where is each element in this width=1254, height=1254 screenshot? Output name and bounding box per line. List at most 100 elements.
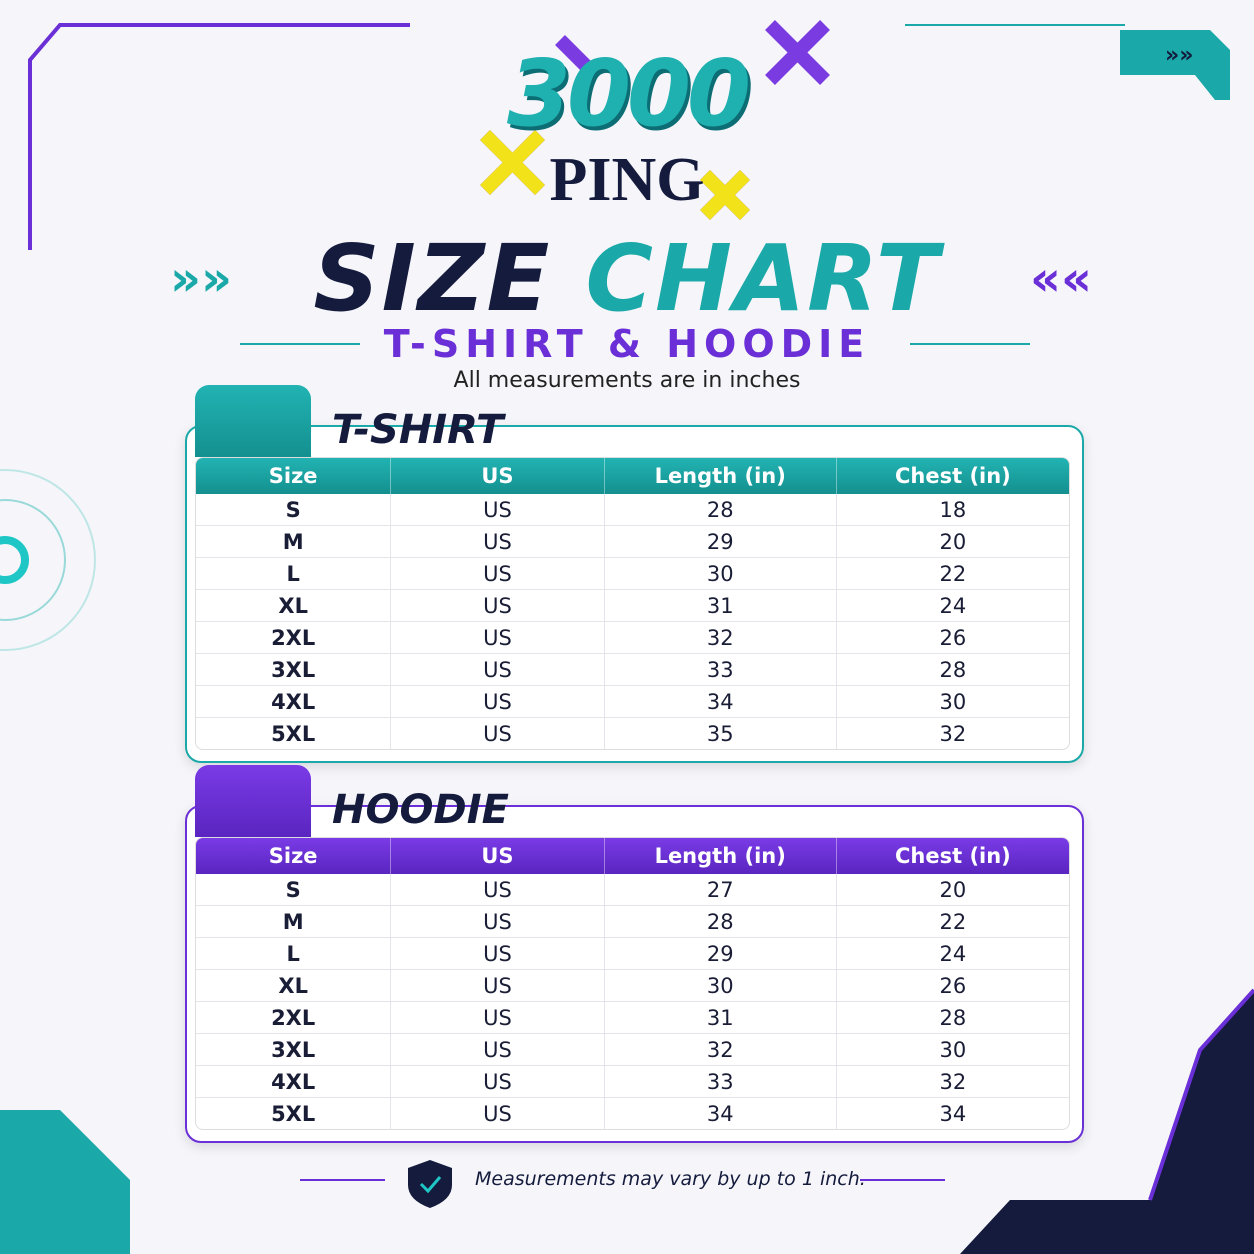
table-cell: 29: [605, 526, 837, 557]
table-cell: US: [391, 938, 605, 969]
table-row: 5XL US 34 34: [196, 1098, 1069, 1129]
table-cell: L: [196, 938, 392, 969]
table-cell: 32: [605, 1034, 837, 1065]
table-cell: US: [391, 1002, 605, 1033]
title-part: SIZE: [313, 225, 552, 332]
logo-word: PING: [549, 146, 705, 214]
svg-text:»»: »»: [170, 251, 232, 307]
tab-icon: [195, 385, 311, 457]
table-cell: 20: [939, 877, 967, 902]
table-cell: XL: [196, 970, 392, 1001]
table: Size US Length (in) Chest (in) S US 28 18 M US 29 2…: [195, 457, 1070, 750]
footer-note: Measurements may vary by up to 1 inch.: [475, 1168, 866, 1190]
column-header: Size: [196, 838, 392, 874]
table-cell: S: [196, 874, 392, 905]
table-cell: 22: [939, 561, 967, 586]
note: All measurements are in inches: [453, 368, 801, 393]
table-cell: 31: [605, 590, 837, 621]
table-cell: S: [196, 494, 392, 525]
table-cell: US: [391, 1034, 605, 1065]
table-row: 2XL US 31 28: [196, 1002, 1069, 1034]
subtitle: T-SHIRT & HOODIE: [383, 322, 871, 366]
svg-text:««: ««: [1030, 251, 1092, 307]
table-cell: 28: [939, 1005, 967, 1030]
table-row: 3XL US 32 30: [196, 1034, 1069, 1066]
column-header: Size: [196, 458, 392, 494]
table-row: 2XL US 32 26: [196, 622, 1069, 654]
column-header: Length (in): [605, 838, 837, 874]
table-cell: 28: [939, 657, 967, 682]
svg-text:»»: »»: [1165, 43, 1193, 68]
column-header: US: [391, 458, 605, 494]
table-cell: 3XL: [196, 1034, 392, 1065]
table-cell: 18: [939, 497, 967, 522]
table-cell: 30: [605, 558, 837, 589]
table-panel: HOODIE Size US Length (in) Chest (in) S US 27 20…: [185, 765, 1084, 1143]
table-cell: US: [391, 906, 605, 937]
table-cell: US: [391, 970, 605, 1001]
table-cell: 26: [939, 973, 967, 998]
table-cell: 4XL: [196, 686, 392, 717]
header-row: Size US Length (in) Chest (in): [196, 838, 1069, 874]
logo-number: 3000: [506, 40, 751, 147]
table-row: XL US 30 26: [196, 970, 1069, 1002]
table-title: T-SHIRT: [332, 407, 504, 453]
table-cell: 4XL: [196, 1066, 392, 1097]
table-cell: US: [391, 1066, 605, 1097]
table-cell: US: [391, 526, 605, 557]
table-cell: 3XL: [196, 654, 392, 685]
table-cell: US: [391, 874, 605, 905]
tab-icon: [195, 765, 311, 837]
table-cell: M: [196, 526, 392, 557]
table-cell: 28: [605, 906, 837, 937]
table-row: 5XL US 35 32: [196, 718, 1069, 749]
table-cell: 20: [939, 529, 967, 554]
table-cell: 30: [939, 689, 967, 714]
table-cell: US: [391, 590, 605, 621]
table-cell: XL: [196, 590, 392, 621]
table-cell: 27: [605, 874, 837, 905]
table-cell: M: [196, 906, 392, 937]
table-row: L US 30 22: [196, 558, 1069, 590]
table-row: M US 29 20: [196, 526, 1069, 558]
table-cell: L: [196, 558, 392, 589]
table-cell: 34: [605, 686, 837, 717]
table-title: HOODIE: [332, 787, 509, 833]
table-cell: US: [391, 686, 605, 717]
table-row: XL US 31 24: [196, 590, 1069, 622]
table-cell: 2XL: [196, 622, 392, 653]
title: SIZE CHART: [0, 225, 1254, 332]
column-header: US: [391, 838, 605, 874]
table-row: S US 27 20: [196, 874, 1069, 906]
title-part: CHART: [585, 225, 941, 332]
table-cell: 35: [605, 718, 837, 749]
table-row: 4XL US 34 30: [196, 686, 1069, 718]
column-header: Chest (in): [894, 464, 1011, 488]
table-cell: US: [391, 654, 605, 685]
table-cell: 28: [605, 494, 837, 525]
table-cell: 30: [939, 1037, 967, 1062]
table-cell: 2XL: [196, 1002, 392, 1033]
table-cell: 33: [605, 654, 837, 685]
table-cell: US: [391, 718, 605, 749]
table-row: 4XL US 33 32: [196, 1066, 1069, 1098]
header-row: Size US Length (in) Chest (in): [196, 458, 1069, 494]
table-cell: 24: [939, 941, 967, 966]
column-header: Chest (in): [894, 844, 1011, 868]
table-cell: 34: [939, 1101, 967, 1126]
column-header: Length (in): [605, 458, 837, 494]
table: Size US Length (in) Chest (in) S US 27 20 M US 28 2…: [195, 837, 1070, 1130]
table-cell: 33: [605, 1066, 837, 1097]
table-cell: 32: [939, 721, 967, 746]
table-cell: 24: [939, 593, 967, 618]
table-row: 3XL US 33 28: [196, 654, 1069, 686]
table-cell: 5XL: [196, 718, 392, 749]
table-panel: T-SHIRT Size US Length (in) Chest (in) S US 28 1…: [185, 385, 1084, 763]
table-cell: US: [391, 558, 605, 589]
table-cell: 32: [605, 622, 837, 653]
table-cell: 32: [939, 1069, 967, 1094]
table-cell: 29: [605, 938, 837, 969]
table-cell: US: [391, 622, 605, 653]
